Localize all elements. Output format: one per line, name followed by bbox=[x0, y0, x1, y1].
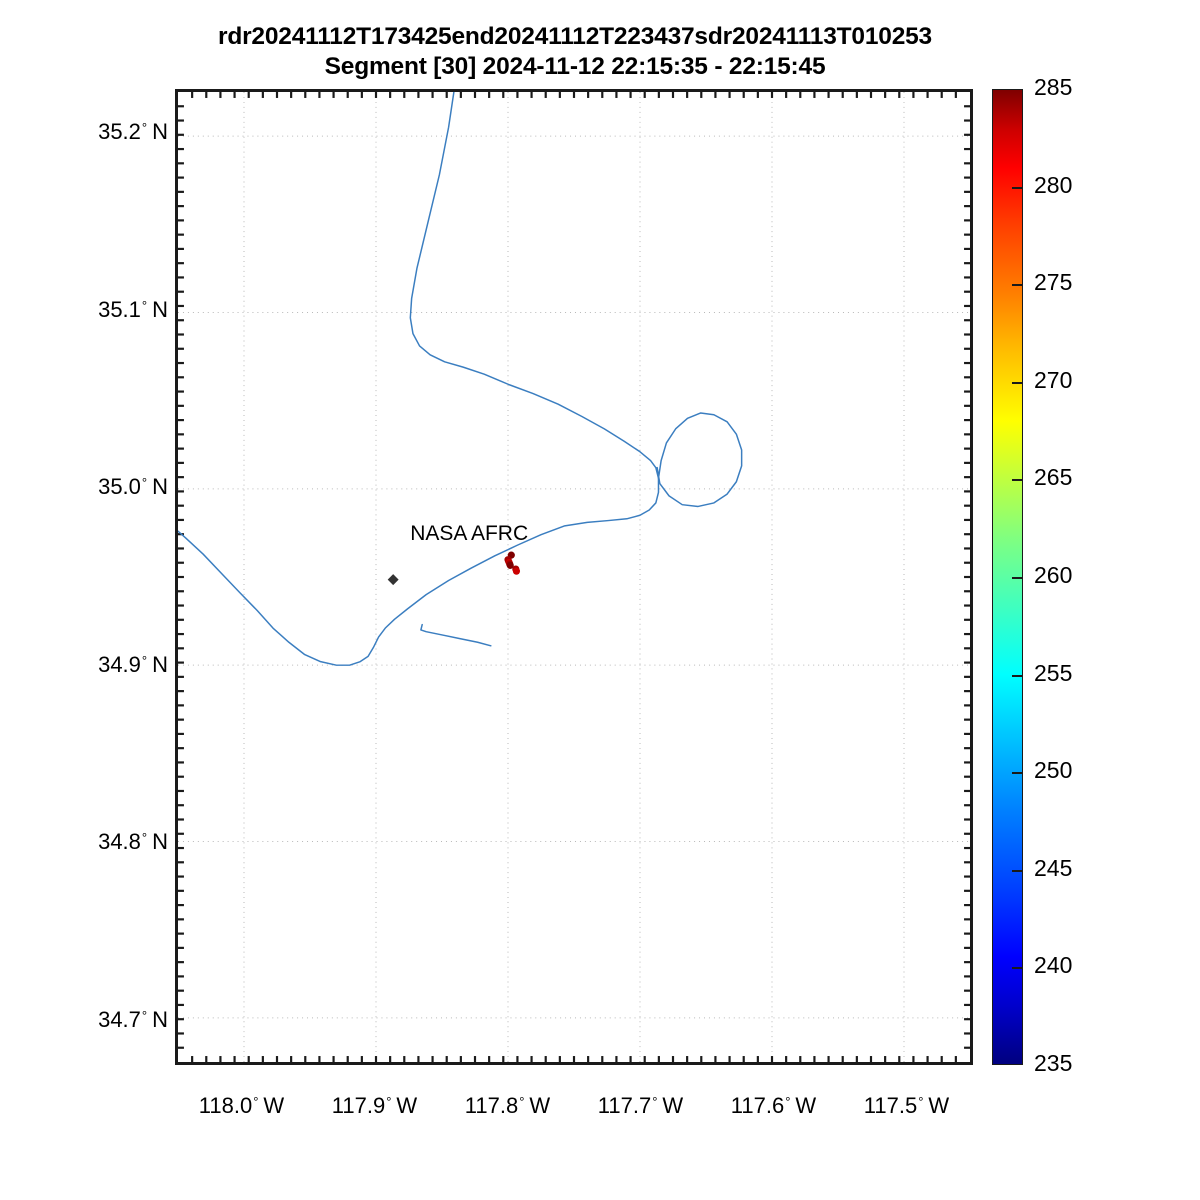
hemisphere-label: W bbox=[396, 1093, 418, 1118]
y-tick-value: 35.2 bbox=[98, 119, 141, 145]
degree-symbol: ° bbox=[253, 1094, 259, 1109]
colorbar-tick-mark bbox=[1012, 284, 1023, 287]
x-tick-value: 118.0 bbox=[198, 1093, 253, 1118]
x-tick-value: 117.5 bbox=[863, 1093, 918, 1118]
hemisphere-label: N bbox=[152, 119, 168, 145]
title-line-1: rdr20241112T173425end20241112T223437sdr2… bbox=[218, 23, 932, 50]
colorbar-tick-label: 235 bbox=[1034, 1050, 1073, 1076]
y-tick-value: 34.9 bbox=[98, 651, 141, 677]
colorbar-tick-label: 280 bbox=[1034, 171, 1073, 198]
data-point bbox=[512, 567, 521, 575]
site-marker-group bbox=[387, 574, 399, 586]
colorbar-tick-mark bbox=[1012, 577, 1023, 579]
colorbar-tick-label: 240 bbox=[1034, 952, 1073, 979]
y-tick-label: 35.2° N bbox=[0, 119, 168, 145]
x-tick-value: 117.6 bbox=[730, 1093, 785, 1118]
colorbar-tick-label: 265 bbox=[1034, 464, 1073, 491]
flight-track bbox=[178, 92, 660, 666]
flight-track-group bbox=[178, 92, 743, 666]
colorbar-tick-label: 250 bbox=[1034, 757, 1073, 784]
colorbar-tick-mark bbox=[1012, 674, 1023, 677]
y-tick-value: 35.0 bbox=[98, 474, 141, 500]
x-tick-value: 117.8 bbox=[464, 1093, 519, 1118]
y-tick-label: 34.7° N bbox=[0, 1007, 168, 1033]
flight-track-loop bbox=[656, 412, 743, 508]
degree-symbol: ° bbox=[785, 1094, 791, 1109]
scatter-points-group bbox=[504, 551, 521, 575]
y-tick-label: 35.1° N bbox=[0, 297, 168, 323]
chart-title: rdr20241112T173425end20241112T223437sdr2… bbox=[0, 22, 1150, 82]
hemisphere-label: W bbox=[662, 1093, 684, 1118]
colorbar-tick-mark bbox=[1012, 967, 1023, 970]
colorbar-tick-mark bbox=[1012, 869, 1023, 872]
hemisphere-label: N bbox=[152, 829, 168, 855]
data-point bbox=[506, 561, 514, 569]
axis-minor-ticks bbox=[178, 92, 970, 1062]
y-tick-label: 35.0° N bbox=[0, 474, 168, 500]
degree-symbol: ° bbox=[141, 830, 148, 846]
colorbar-tick-mark bbox=[1012, 381, 1023, 384]
x-tick-value: 117.9 bbox=[331, 1093, 386, 1118]
y-tick-label: 34.9° N bbox=[0, 652, 168, 678]
x-tick-value: 117.7 bbox=[597, 1093, 652, 1118]
colorbar-tick-mark bbox=[1012, 479, 1023, 482]
y-tick-value: 34.7 bbox=[98, 1006, 141, 1032]
colorbar-tick-label: 255 bbox=[1034, 659, 1073, 686]
colorbar-tick-label: 260 bbox=[1034, 562, 1073, 588]
hemisphere-label: W bbox=[795, 1093, 817, 1118]
hemisphere-label: W bbox=[529, 1093, 551, 1118]
hemisphere-label: W bbox=[928, 1093, 950, 1118]
hemisphere-label: N bbox=[152, 296, 168, 322]
y-tick-value: 34.8 bbox=[98, 829, 141, 855]
map-text-label: NASA AFRC bbox=[410, 522, 529, 546]
degree-symbol: ° bbox=[141, 297, 148, 313]
gridlines bbox=[178, 92, 970, 1062]
degree-symbol: ° bbox=[386, 1094, 392, 1109]
hemisphere-label: N bbox=[152, 1006, 168, 1032]
x-tick-label: 117.7° W bbox=[541, 1093, 741, 1119]
degree-symbol: ° bbox=[141, 652, 148, 668]
hemisphere-label: N bbox=[152, 651, 168, 677]
hemisphere-label: W bbox=[263, 1093, 285, 1118]
colorbar-tick-mark bbox=[1012, 772, 1023, 775]
colorbar-tick-label: 245 bbox=[1034, 854, 1073, 881]
degree-symbol: ° bbox=[141, 1007, 148, 1023]
hemisphere-label: N bbox=[152, 474, 168, 500]
degree-symbol: ° bbox=[141, 120, 148, 136]
degree-symbol: ° bbox=[141, 475, 148, 491]
degree-symbol: ° bbox=[652, 1094, 658, 1109]
y-tick-value: 35.1 bbox=[98, 296, 141, 322]
title-line-2: Segment [30] 2024-11-12 22:15:35 - 22:15… bbox=[324, 52, 826, 80]
site-marker bbox=[387, 574, 399, 586]
degree-symbol: ° bbox=[918, 1094, 924, 1109]
flight-track-hook bbox=[420, 623, 492, 647]
x-tick-label: 118.0° W bbox=[142, 1093, 342, 1119]
colorbar-tick-label: 285 bbox=[1034, 74, 1073, 100]
colorbar-tick-label: 275 bbox=[1034, 269, 1073, 296]
x-tick-label: 117.8° W bbox=[408, 1093, 608, 1119]
map-plot-svg bbox=[178, 92, 970, 1062]
degree-symbol: ° bbox=[519, 1094, 525, 1109]
x-tick-label: 117.9° W bbox=[275, 1093, 475, 1119]
x-tick-label: 117.5° W bbox=[807, 1093, 1007, 1119]
y-tick-label: 34.8° N bbox=[0, 829, 168, 855]
x-tick-label: 117.6° W bbox=[674, 1093, 874, 1119]
colorbar-tick-mark bbox=[1012, 186, 1023, 189]
map-axes bbox=[175, 89, 973, 1065]
colorbar-tick-label: 270 bbox=[1034, 366, 1073, 393]
